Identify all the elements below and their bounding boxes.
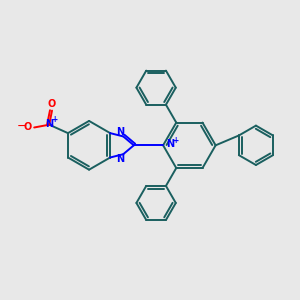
Text: O: O: [23, 122, 32, 133]
Text: O: O: [48, 99, 56, 109]
Text: −: −: [17, 120, 27, 133]
Text: N: N: [116, 154, 124, 164]
Text: +: +: [51, 115, 57, 124]
Text: N: N: [45, 119, 53, 129]
Text: N: N: [167, 140, 175, 149]
Text: N: N: [116, 127, 124, 137]
Text: +: +: [172, 136, 178, 145]
